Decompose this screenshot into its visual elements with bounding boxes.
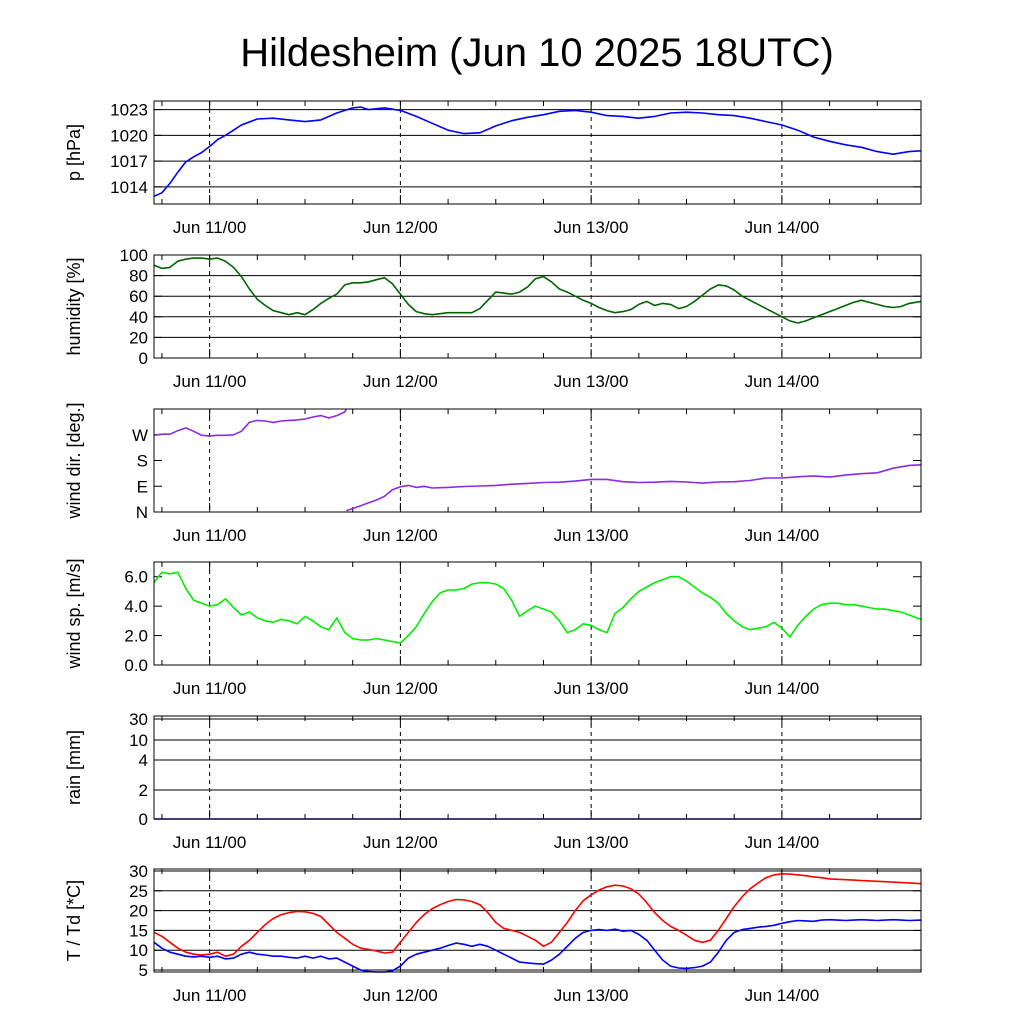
- series-line-wind-direction-0: [153, 408, 348, 437]
- x-tick-label: Jun 11/00: [173, 679, 246, 698]
- y-tick-label: 2.0: [124, 627, 148, 646]
- x-tick-label: Jun 12/00: [363, 986, 438, 1005]
- plot-frame: [153, 561, 922, 666]
- y-axis-label: rain [mm]: [64, 730, 84, 805]
- series-line-humidity-0: [153, 257, 922, 324]
- x-tick-label: Jun 13/00: [554, 218, 629, 237]
- x-tick-label: Jun 11/00: [173, 833, 246, 852]
- plot-frame: [153, 254, 922, 359]
- x-tick-label: Jun 14/00: [745, 833, 820, 852]
- y-tick-label: 6.0: [124, 568, 148, 587]
- x-tick-label: Jun 12/00: [363, 218, 438, 237]
- x-tick-label: Jun 11/00: [173, 372, 246, 391]
- x-tick-label: Jun 14/00: [745, 218, 820, 237]
- y-tick-label: E: [137, 477, 148, 496]
- x-tick-label: Jun 11/00: [173, 218, 246, 237]
- series-line-wind-direction-0: [346, 464, 922, 512]
- x-tick-label: Jun 13/00: [554, 372, 629, 391]
- x-tick-label: Jun 12/00: [363, 679, 438, 698]
- y-tick-label: 2: [139, 781, 148, 800]
- y-tick-label: 20: [129, 328, 148, 347]
- y-tick-label: 1014: [110, 178, 148, 197]
- y-tick-label: 5: [139, 961, 148, 980]
- y-tick-label: 10: [129, 941, 148, 960]
- y-tick-label: 30: [129, 862, 148, 881]
- x-tick-label: Jun 13/00: [554, 526, 629, 545]
- y-tick-label: 1017: [110, 152, 148, 171]
- y-tick-label: 1023: [110, 101, 148, 120]
- y-tick-label: 15: [129, 921, 148, 940]
- y-tick-label: 60: [129, 287, 148, 306]
- x-tick-label: Jun 14/00: [745, 526, 820, 545]
- y-tick-label: 100: [120, 246, 148, 265]
- y-tick-label: 80: [129, 267, 148, 286]
- x-tick-label: Jun 11/00: [173, 986, 246, 1005]
- x-tick-label: Jun 12/00: [363, 372, 438, 391]
- series-line-temperature-1: [153, 918, 922, 973]
- panel-wind-speed: 0.0 2.0 4.0 6.0 wind sp. [m/s] Jun 11/00 Jun 1…: [64, 558, 922, 698]
- y-tick-label: 25: [129, 882, 148, 901]
- plot-frame: [153, 100, 922, 205]
- x-tick-label: Jun 14/00: [745, 372, 820, 391]
- chart-title: Hildesheim (Jun 10 2025 18UTC): [240, 31, 834, 75]
- x-tick-label: Jun 12/00: [363, 526, 438, 545]
- y-tick-label: 0.0: [124, 656, 148, 675]
- series-line-pressure-0: [153, 106, 922, 198]
- y-tick-label: 20: [129, 902, 148, 921]
- y-tick-label: W: [132, 426, 148, 445]
- y-tick-label: 30: [129, 710, 148, 729]
- x-tick-label: Jun 14/00: [745, 986, 820, 1005]
- plot-frame: [153, 715, 922, 820]
- x-tick-label: Jun 12/00: [363, 833, 438, 852]
- y-tick-label: 4.0: [124, 597, 148, 616]
- series-line-wind-speed-0: [153, 571, 922, 644]
- x-tick-label: Jun 14/00: [745, 679, 820, 698]
- y-tick-label: 40: [129, 308, 148, 327]
- x-tick-label: Jun 13/00: [554, 679, 629, 698]
- panel-pressure: 1014 1017 1020 1023 p [hPa] Jun 11/00 Jun 12/0…: [64, 100, 922, 237]
- x-tick-label: Jun 13/00: [554, 986, 629, 1005]
- y-tick-label: S: [137, 452, 148, 471]
- y-tick-label: 4: [139, 751, 148, 770]
- series-line-temperature-0: [153, 872, 922, 958]
- y-axis-label: p [hPa]: [64, 124, 84, 181]
- y-axis-label: wind sp. [m/s]: [64, 558, 84, 669]
- y-tick-label: 0: [139, 810, 148, 829]
- y-tick-label: 0: [139, 349, 148, 368]
- y-axis-label: humidity [%]: [64, 257, 84, 355]
- y-axis-label: wind dir. [deg.]: [64, 402, 84, 519]
- y-tick-label: 1020: [110, 126, 148, 145]
- y-tick-label: 10: [129, 731, 148, 750]
- y-tick-label: N: [136, 503, 148, 522]
- x-tick-label: Jun 11/00: [173, 526, 246, 545]
- plot-frame: [153, 868, 922, 973]
- x-tick-label: Jun 13/00: [554, 833, 629, 852]
- plot-frame: [153, 408, 922, 513]
- panel-rain: 0 2 410 30 rain [mm] Jun 11/00 Jun 12/00 Jun 13…: [64, 710, 922, 852]
- y-axis-label: T / Td [*C]: [64, 880, 84, 961]
